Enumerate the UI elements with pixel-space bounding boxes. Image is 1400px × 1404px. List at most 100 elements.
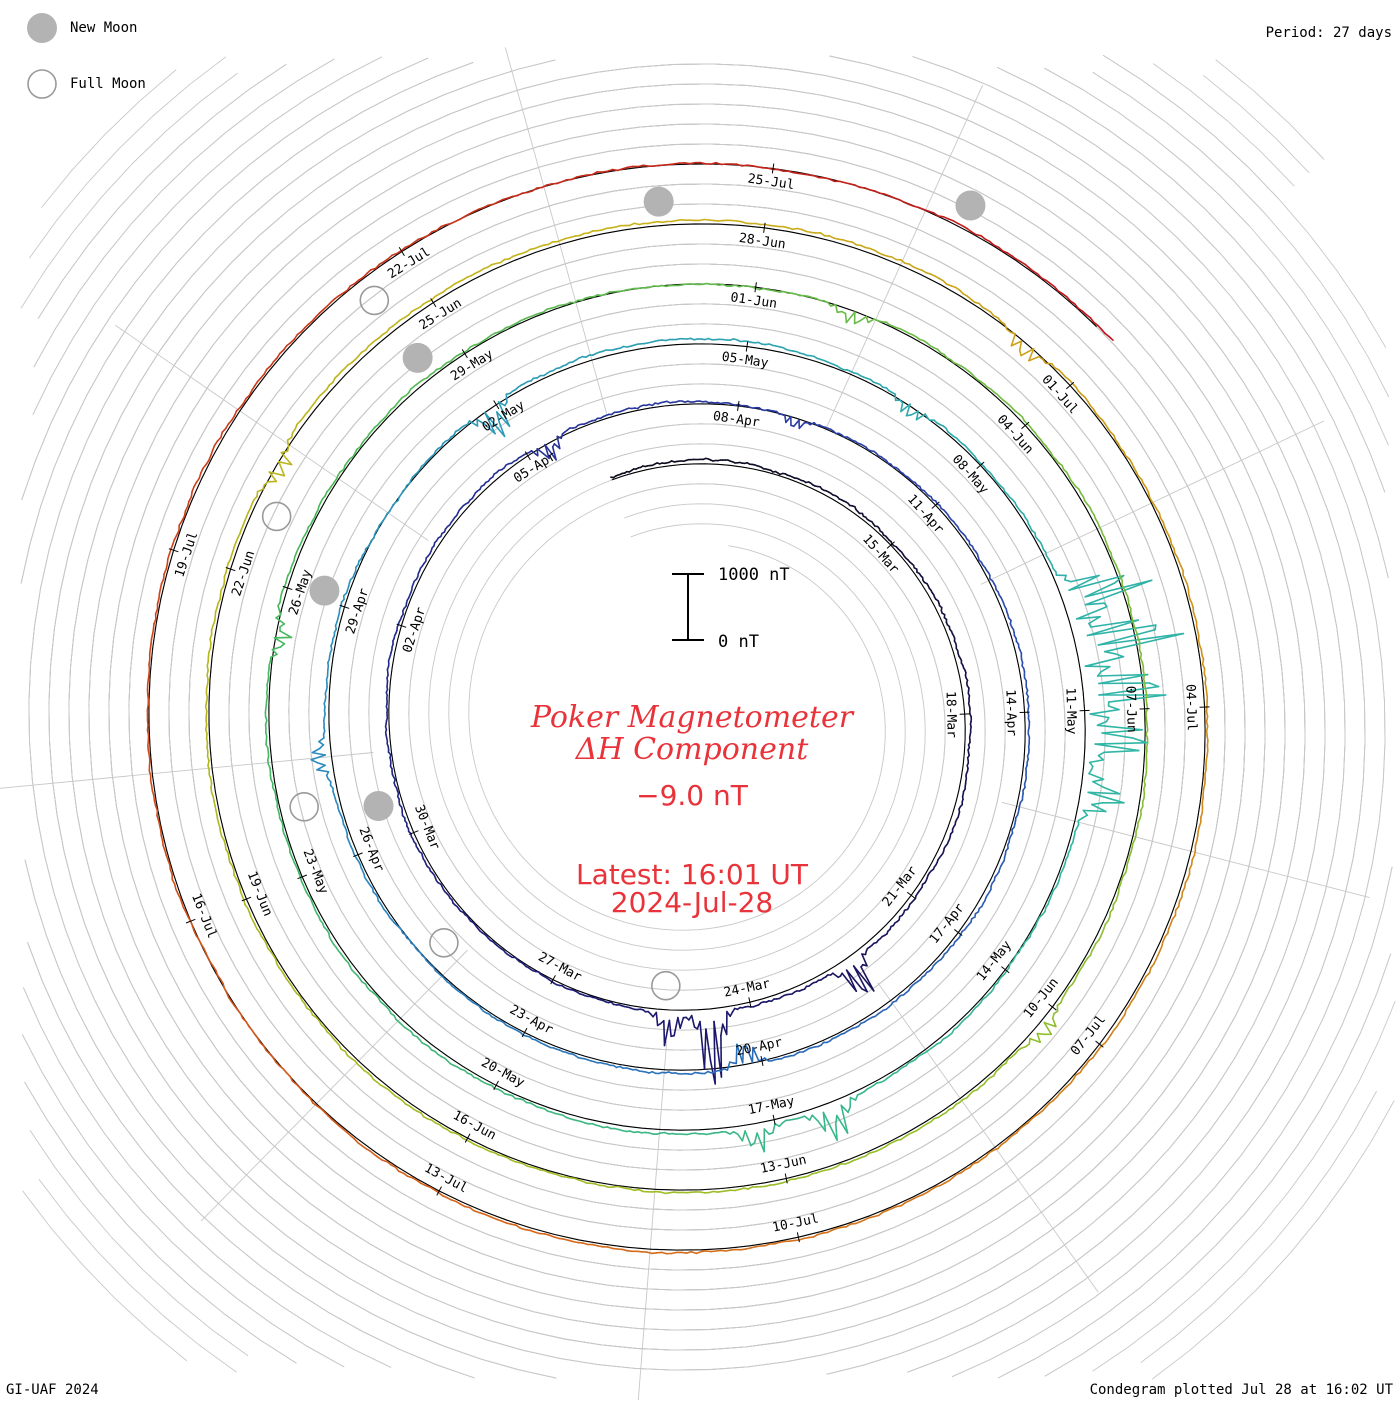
trace-segment	[276, 618, 284, 624]
date-label: 25-Jun	[417, 296, 465, 333]
trace-segment	[1083, 810, 1106, 811]
trace-segment	[1105, 652, 1116, 654]
trace-segment	[317, 770, 329, 772]
trace-segment	[727, 1062, 729, 1070]
trace-segment	[1083, 815, 1088, 818]
date-label: 13-Jul	[422, 1161, 470, 1196]
date-label: 05-May	[721, 350, 770, 372]
trace-segment	[275, 638, 285, 644]
full-moon-marker	[290, 793, 318, 821]
trace-segment	[1090, 760, 1104, 763]
trace-segment	[742, 1131, 745, 1141]
date-tick	[1048, 1004, 1056, 1010]
date-label: 22-Jul	[385, 245, 433, 282]
trace-segment	[738, 1134, 743, 1141]
date-label: 01-Jul	[1038, 372, 1080, 417]
new-moon-marker	[403, 343, 433, 373]
trace-segment	[1088, 620, 1139, 635]
date-label: 02-Apr	[400, 605, 429, 654]
trace-segment	[1085, 657, 1123, 667]
trace-segment	[856, 1095, 858, 1100]
trace-segment	[812, 1115, 818, 1121]
new-moon-legend-icon	[27, 13, 57, 43]
trace-segment	[612, 170, 617, 171]
grid-spoke	[201, 950, 467, 1221]
footer-credit: GI-UAF 2024	[6, 1382, 99, 1398]
date-label: 08-May	[949, 452, 992, 497]
date-label: 10-Jul	[771, 1211, 820, 1235]
trace-segment	[656, 1013, 657, 1026]
full-moon-legend-icon	[28, 70, 56, 98]
trace-segment	[221, 432, 222, 437]
trace-segment	[271, 654, 277, 657]
trace-segment	[1037, 1034, 1044, 1035]
trace-segment	[312, 753, 325, 755]
date-label: 24-Mar	[722, 976, 771, 1000]
trace-segment	[846, 312, 854, 323]
trace-segment	[953, 221, 958, 224]
date-tick	[431, 298, 436, 307]
date-tick	[1096, 1041, 1104, 1047]
trace-segment	[680, 1018, 683, 1028]
full-moon-marker	[652, 972, 680, 1000]
date-label: 16-Jul	[188, 891, 219, 940]
date-label: 23-Apr	[507, 1002, 556, 1038]
date-label: 20-May	[478, 1055, 527, 1091]
date-label: 27-Mar	[535, 950, 584, 986]
trace-segment	[868, 319, 874, 322]
legend: New Moon Full Moon	[27, 13, 146, 98]
date-label: 11-May	[1062, 687, 1078, 735]
trace-segment	[572, 177, 577, 179]
instrument-title: Poker Magnetometer	[530, 700, 855, 735]
grid-spoke	[878, 983, 1099, 1292]
current-value: −9.0 nT	[636, 779, 749, 812]
trace-segment	[799, 423, 804, 429]
new-moon-marker	[644, 187, 674, 217]
trace-segment	[866, 317, 868, 323]
grid-spoke	[637, 1041, 667, 1400]
trace-segment	[1005, 324, 1007, 329]
trace-segment	[1046, 363, 1052, 364]
new-moon-legend-label: New Moon	[70, 20, 137, 36]
trace-segment	[836, 1116, 837, 1125]
date-label: 18-Mar	[943, 691, 959, 739]
component-title: ΔH Component	[575, 732, 809, 767]
date-label: 29-May	[448, 347, 496, 385]
date-label: 22-Jun	[229, 549, 258, 598]
trace-segment	[1092, 803, 1103, 805]
trace-segment	[1091, 620, 1138, 627]
scale-bar: 1000 nT 0 nT	[672, 565, 790, 652]
date-label: 17-Apr	[927, 901, 968, 947]
date-label: 01-Jun	[729, 290, 778, 312]
trace-segment	[1095, 743, 1147, 744]
trace-segment	[1089, 774, 1104, 780]
center-title: Poker Magnetometer ΔH Component −9.0 nT …	[530, 700, 855, 919]
period-label: Period: 27 days	[1266, 25, 1392, 41]
trace-segment	[1085, 666, 1109, 667]
trace-segment	[1104, 751, 1139, 753]
trace-segment	[854, 966, 874, 991]
date-label: 16-Jun	[450, 1108, 498, 1143]
full-moon-marker	[430, 929, 458, 957]
trace-segment	[1095, 744, 1139, 751]
trace-segment	[706, 1029, 711, 1061]
new-moon-marker	[309, 576, 339, 606]
date-label: 21-Mar	[880, 863, 921, 909]
date-label: 14-Apr	[1002, 689, 1018, 737]
trace-segment	[755, 1133, 758, 1143]
date-tick	[907, 892, 915, 898]
trace-segment	[312, 749, 319, 753]
trace-segment	[674, 1018, 678, 1036]
date-label: 19-Jul	[172, 530, 201, 579]
trace-segment	[280, 631, 292, 638]
date-label: 04-Jun	[994, 412, 1036, 457]
trace-segment	[805, 1116, 810, 1120]
date-label: 25-Jul	[747, 171, 796, 193]
latest-date: 2024-Jul-28	[611, 886, 773, 919]
date-label: 04-Jul	[1182, 684, 1198, 731]
date-label: 07-Jul	[1068, 1012, 1109, 1058]
date-label: 07-Jun	[1122, 686, 1138, 733]
scale-top-label: 1000 nT	[718, 565, 790, 585]
date-label: 20-Apr	[735, 1035, 784, 1059]
